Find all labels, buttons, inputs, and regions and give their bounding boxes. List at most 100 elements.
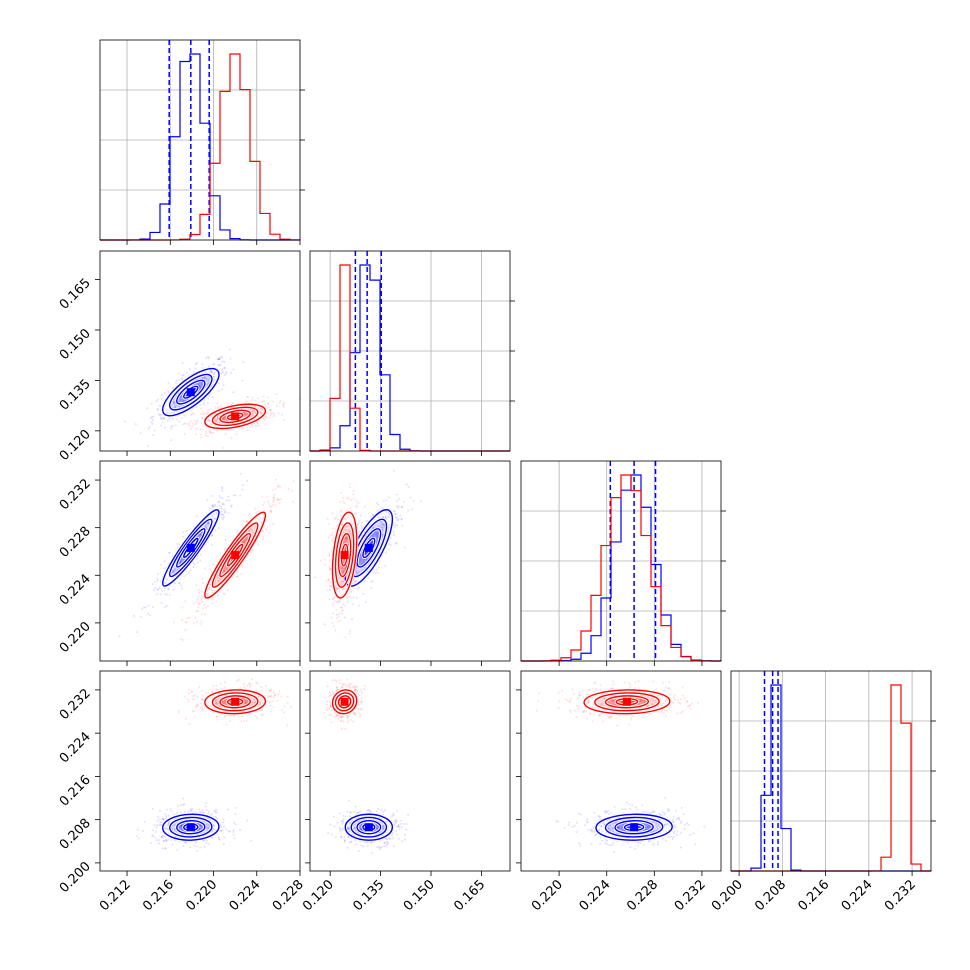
scatter-point — [355, 570, 358, 573]
scatter-point — [345, 536, 348, 539]
scatter-point — [173, 569, 176, 572]
scatter-point — [609, 824, 612, 827]
scatter-point — [209, 419, 212, 422]
scatter-point — [200, 824, 203, 827]
scatter-point — [178, 827, 181, 830]
scatter-point — [339, 827, 342, 830]
panel-2-1 — [305, 460, 511, 666]
scatter-point — [357, 522, 360, 525]
scatter-point — [342, 570, 345, 573]
scatter-point — [188, 368, 191, 371]
scatter-point — [277, 693, 280, 696]
scatter-point — [357, 586, 360, 589]
scatter-point — [272, 415, 275, 418]
scatter-point — [245, 702, 248, 705]
scatter-point — [208, 586, 211, 589]
scatter-point — [246, 429, 249, 432]
scatter-point — [136, 828, 139, 831]
scatter-point — [344, 539, 347, 542]
scatter-point — [363, 575, 366, 578]
scatter-point — [202, 582, 205, 585]
scatter-point — [277, 412, 280, 415]
scatter-point — [162, 839, 165, 842]
scatter-point — [199, 846, 202, 849]
scatter-point — [187, 571, 190, 574]
scatter-point — [211, 602, 214, 605]
scatter-point — [227, 512, 230, 515]
scatter-point — [217, 704, 220, 707]
scatter-point — [220, 403, 223, 406]
scatter-point — [200, 590, 203, 593]
scatter-point — [340, 716, 343, 719]
scatter-point — [366, 844, 369, 847]
scatter-point — [667, 822, 670, 825]
scatter-point — [197, 602, 200, 605]
scatter-point — [394, 513, 397, 516]
scatter-point — [361, 562, 364, 565]
scatter-point — [330, 833, 333, 836]
scatter-point — [143, 821, 146, 824]
scatter-point — [199, 407, 202, 410]
scatter-point — [202, 401, 205, 404]
scatter-point — [222, 569, 225, 572]
scatter-point — [213, 362, 216, 365]
scatter-point — [151, 606, 154, 609]
scatter-point — [244, 701, 247, 704]
scatter-point — [672, 830, 675, 833]
histogram-series-1 — [520, 474, 722, 662]
scatter-point — [685, 822, 688, 825]
scatter-point — [237, 678, 240, 681]
scatter-point — [365, 841, 368, 844]
scatter-point — [215, 511, 218, 514]
scatter-point — [361, 544, 364, 547]
scatter-point — [259, 702, 262, 705]
scatter-point — [340, 720, 343, 723]
scatter-point — [382, 825, 385, 828]
scatter-point — [354, 688, 357, 691]
scatter-point — [331, 622, 334, 625]
scatter-point — [248, 425, 251, 428]
scatter-point — [221, 418, 224, 421]
scatter-point — [357, 708, 360, 711]
scatter-point — [371, 851, 374, 854]
scatter-point — [359, 827, 362, 830]
scatter-point — [358, 530, 361, 533]
scatter-point — [242, 361, 245, 364]
scatter-point — [269, 409, 272, 412]
scatter-point — [152, 834, 155, 837]
scatter-point — [229, 357, 232, 360]
scatter-point — [357, 707, 360, 710]
scatter-point — [374, 571, 377, 574]
contour-line — [356, 820, 382, 835]
scatter-point — [169, 807, 172, 810]
scatter-point — [287, 487, 290, 490]
scatter-point — [382, 523, 385, 526]
scatter-point — [674, 809, 677, 812]
scatter-point — [167, 814, 170, 817]
scatter-point — [400, 518, 403, 521]
scatter-point — [396, 825, 399, 828]
scatter-point — [268, 416, 271, 419]
scatter-point — [199, 413, 202, 416]
scatter-point — [360, 691, 363, 694]
y-tick-label: 0.220 — [57, 619, 94, 656]
scatter-point — [224, 538, 227, 541]
scatter-point — [217, 405, 220, 408]
scatter-point — [189, 420, 192, 423]
scatter-point — [675, 833, 678, 836]
scatter-point — [332, 692, 335, 695]
scatter-point — [168, 412, 171, 415]
scatter-point — [364, 543, 367, 546]
scatter-point — [329, 568, 332, 571]
scatter-point — [342, 588, 345, 591]
scatter-point — [277, 485, 280, 488]
scatter-point — [225, 499, 228, 502]
scatter-point — [235, 432, 238, 435]
scatter-point — [243, 686, 246, 689]
scatter-point — [377, 516, 380, 519]
scatter-point — [329, 823, 332, 826]
scatter-point — [251, 396, 254, 399]
scatter-point — [213, 371, 216, 374]
scatter-point — [342, 720, 345, 723]
scatter-point — [151, 418, 154, 421]
